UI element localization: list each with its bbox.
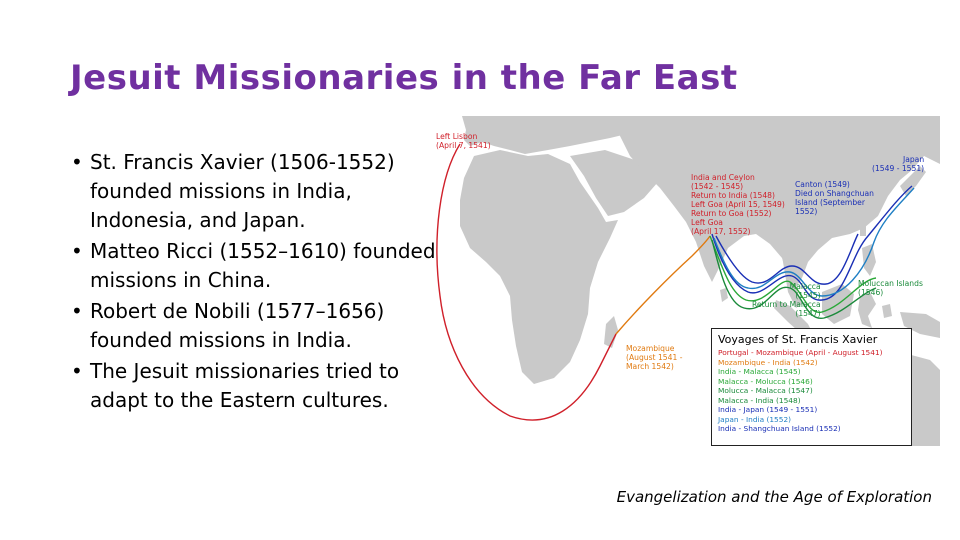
philippines-landmass: [862, 244, 876, 276]
new-guinea-landmass: [900, 312, 940, 338]
route-molucca-malacca: [711, 239, 877, 319]
route-lisbon-mozambique: [436, 143, 617, 421]
label-canton: Canton (1549) Died on Shangchuan Island …: [795, 180, 874, 216]
taiwan-landmass: [860, 224, 866, 236]
legend-item: Japan - India (1552): [718, 414, 792, 424]
route-mozambique-india: [615, 235, 711, 335]
label-moluccan: Moluccan Islands (1546): [858, 279, 923, 297]
label-lisbon: Left Lisbon (April 7, 1541): [436, 132, 491, 150]
bullet-list: St. Francis Xavier (1506-1552) founded m…: [68, 148, 448, 417]
label-japan: Japan (1549 - 1551): [872, 155, 925, 173]
voyage-routes: [436, 143, 915, 421]
madagascar-landmass: [604, 316, 618, 348]
arabia-landmass: [570, 150, 658, 216]
route-india-japan: [711, 185, 913, 301]
bullet-item: Robert de Nobili (1577–1656) founded mis…: [68, 297, 448, 355]
legend-title: Voyages of St. Francis Xavier: [718, 333, 878, 346]
slide-title: Jesuit Missionaries in the Far East: [70, 58, 738, 98]
legend-item: Malacca - Molucca (1546): [718, 376, 813, 386]
bullet-item: The Jesuit missionaries tried to adapt t…: [68, 357, 448, 415]
sri-lanka-landmass: [720, 288, 728, 302]
europe-landmass: [462, 116, 660, 154]
japan-landmass: [900, 166, 926, 196]
bullet-item: St. Francis Xavier (1506-1552) founded m…: [68, 148, 448, 235]
sulawesi-landmass: [858, 292, 876, 328]
route-india-shangchuan: [715, 233, 859, 285]
label-india: India and Ceylon (1542 - 1545) Return to…: [691, 173, 785, 236]
label-malacca: Malacca (1545) Return to Malacca (1547): [752, 282, 821, 318]
legend-item: India - Malacca (1545): [718, 367, 801, 376]
asia-landmass: [610, 116, 940, 290]
label-mozambique: Mozambique (August 1541 - March 1542): [626, 344, 683, 371]
legend-item: Molucca - Malacca (1547): [718, 386, 813, 395]
legend-item: Mozambique - India (1542): [718, 357, 818, 367]
bullet-item: Matteo Ricci (1552–1610) founded mission…: [68, 237, 448, 295]
legend-item: India - Shangchuan Island (1552): [718, 424, 841, 433]
slide-caption: Evangelization and the Age of Exploratio…: [616, 488, 932, 506]
legend-item: Malacca - India (1548): [718, 395, 801, 405]
route-japan-india: [713, 187, 915, 297]
legend-item: Portugal - Mozambique (April - August 15…: [718, 348, 883, 357]
legend-item: India - Japan (1549 - 1551): [718, 405, 818, 414]
moluccas-landmass: [882, 304, 892, 318]
africa-landmass: [460, 150, 618, 384]
map-legend: Voyages of St. Francis Xavier Portugal -…: [711, 328, 912, 446]
route-india-malacca: [709, 235, 877, 313]
